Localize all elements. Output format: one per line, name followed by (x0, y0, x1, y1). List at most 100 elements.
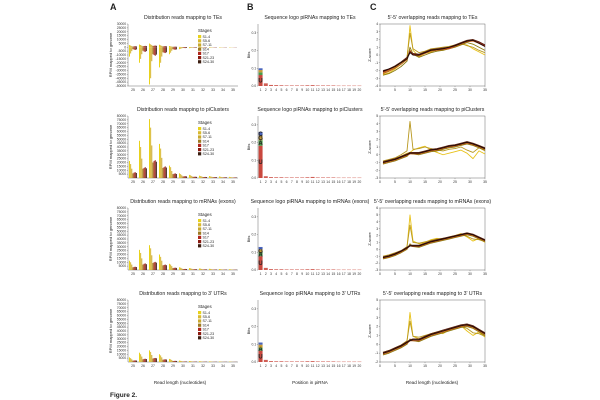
dist-bar (175, 46, 177, 48)
logo-letter-block (258, 256, 263, 270)
dist-bar (163, 47, 165, 53)
logo-letter: U (258, 79, 262, 85)
zscore-xtick-label: 35 (483, 364, 487, 368)
zscore-xtick-label: 20 (438, 272, 442, 276)
legend-label: S1-4 (203, 127, 211, 131)
col-c-xlabel: Read length (nucleotides) (406, 380, 459, 385)
dist-ytick-label: 60000 (117, 222, 127, 226)
dist-title: Distribution reads mapping to piClusters (137, 107, 229, 113)
zscore-ytick-label: 2 (376, 234, 378, 238)
legend-label: S17 (203, 52, 209, 56)
dist-bar (141, 158, 143, 178)
logo-bar (305, 269, 310, 270)
dist-bar (184, 268, 186, 270)
zscore-ytick-label: 4 (376, 122, 378, 126)
dist-bar (170, 167, 172, 178)
dist-bar (145, 47, 147, 52)
dist-xtick-label: 28 (161, 272, 165, 276)
dist-title: Distribution reads mapping to mRNAs (exo… (130, 199, 236, 205)
panel-label-b: B (247, 2, 254, 12)
dist-bar (160, 148, 162, 178)
zscore-ytick-label: 1 (376, 334, 378, 338)
dist-bar (201, 268, 203, 270)
logo-ytick-label: 0.3 (251, 123, 256, 127)
dist-bar (154, 160, 156, 178)
dist-bar (154, 47, 156, 56)
dist-xtick-label: 30 (181, 364, 185, 368)
zscore-line-s14 (382, 325, 486, 355)
dist-ytick-label: 60000 (117, 314, 127, 318)
panel-label-a: A (110, 2, 117, 12)
zscore-xtick-label: 15 (423, 88, 427, 92)
logo-letter: G (258, 249, 263, 255)
dist-bar (165, 167, 167, 178)
logo-xtick-label: 13 (321, 180, 325, 184)
dist-ytick-label: 40000 (117, 237, 127, 241)
logo-ytick-label: 0.0 (251, 176, 256, 180)
dist-bar (225, 177, 227, 178)
dist-bar (135, 46, 137, 48)
logo-ytick-label: 0.0 (251, 84, 256, 88)
logo-xtick-label: 11 (311, 180, 315, 184)
dist-bar (222, 177, 224, 178)
dist-bar (231, 177, 233, 178)
logo-xtick-label: 19 (352, 180, 356, 184)
legend-label: S14 (203, 231, 209, 235)
dist-bar (163, 46, 165, 48)
dist-xtick-label: 26 (141, 364, 145, 368)
zscore-ytick-label: -3 (375, 268, 378, 272)
dist-bar (189, 47, 190, 49)
zscore-ytick-label: 6 (376, 206, 378, 210)
logo-xtick-label: 12 (316, 180, 320, 184)
dist-bar (152, 45, 154, 48)
dist-bar (211, 269, 213, 270)
legend-swatch (198, 311, 202, 315)
dist-xtick-label: 33 (211, 272, 215, 276)
dist-bar (171, 171, 173, 178)
logo-letter-block (258, 68, 263, 71)
logo-bar (295, 177, 299, 178)
dist-xtick-label: 31 (191, 364, 195, 368)
logo-letter: U (258, 160, 262, 166)
dist-bar (171, 360, 173, 362)
dist-bar (154, 357, 156, 362)
legend-swatch (198, 135, 202, 139)
legend-label: S7-11 (203, 43, 212, 47)
logo-letter-block (258, 342, 263, 345)
zscore-xtick-label: 25 (453, 364, 457, 368)
zscore-ytick-label: 1 (376, 145, 378, 149)
logo-ylabel: Bits (246, 52, 251, 59)
zscore-title: 5'-5' overlapping reads mapping to mRNAs… (374, 199, 492, 205)
dist-bar (144, 45, 146, 48)
zscore-ytick-label: -1 (375, 161, 378, 165)
zscore-ytick-label: 0 (376, 153, 378, 157)
dist-bar (131, 47, 133, 52)
logo-bar (315, 85, 320, 86)
legend-swatch (198, 131, 202, 135)
dist-bar (221, 177, 223, 178)
dist-xtick-label: 26 (141, 88, 145, 92)
dist-bar (159, 44, 160, 48)
dist-bar (132, 46, 134, 48)
dist-ytick-label: 10000 (117, 260, 127, 264)
logo-ytick-label: 0.2 (251, 49, 256, 53)
logo-bar (326, 85, 331, 86)
dist-bar (163, 167, 165, 178)
logo-xtick-label: 10 (306, 180, 310, 184)
dist-bar (230, 177, 232, 178)
dist-bar (140, 47, 142, 59)
dist-bar (132, 360, 134, 362)
legend-swatch (198, 148, 202, 152)
dist-xtick-label: 30 (181, 88, 185, 92)
dist-ytick-label: 75000 (117, 302, 127, 306)
logo-bar (263, 176, 268, 178)
dist-xtick-label: 35 (231, 272, 235, 276)
logo-letter-block (258, 140, 263, 146)
dist-bar (159, 254, 160, 270)
zscore-line-s5-6 (382, 120, 486, 162)
dist-bar (155, 358, 157, 362)
logo-xtick-label: 11 (311, 88, 315, 92)
dist-bar (219, 361, 220, 362)
logo-letter-block (258, 72, 263, 76)
figure-caption: Figure 2. (110, 392, 137, 399)
